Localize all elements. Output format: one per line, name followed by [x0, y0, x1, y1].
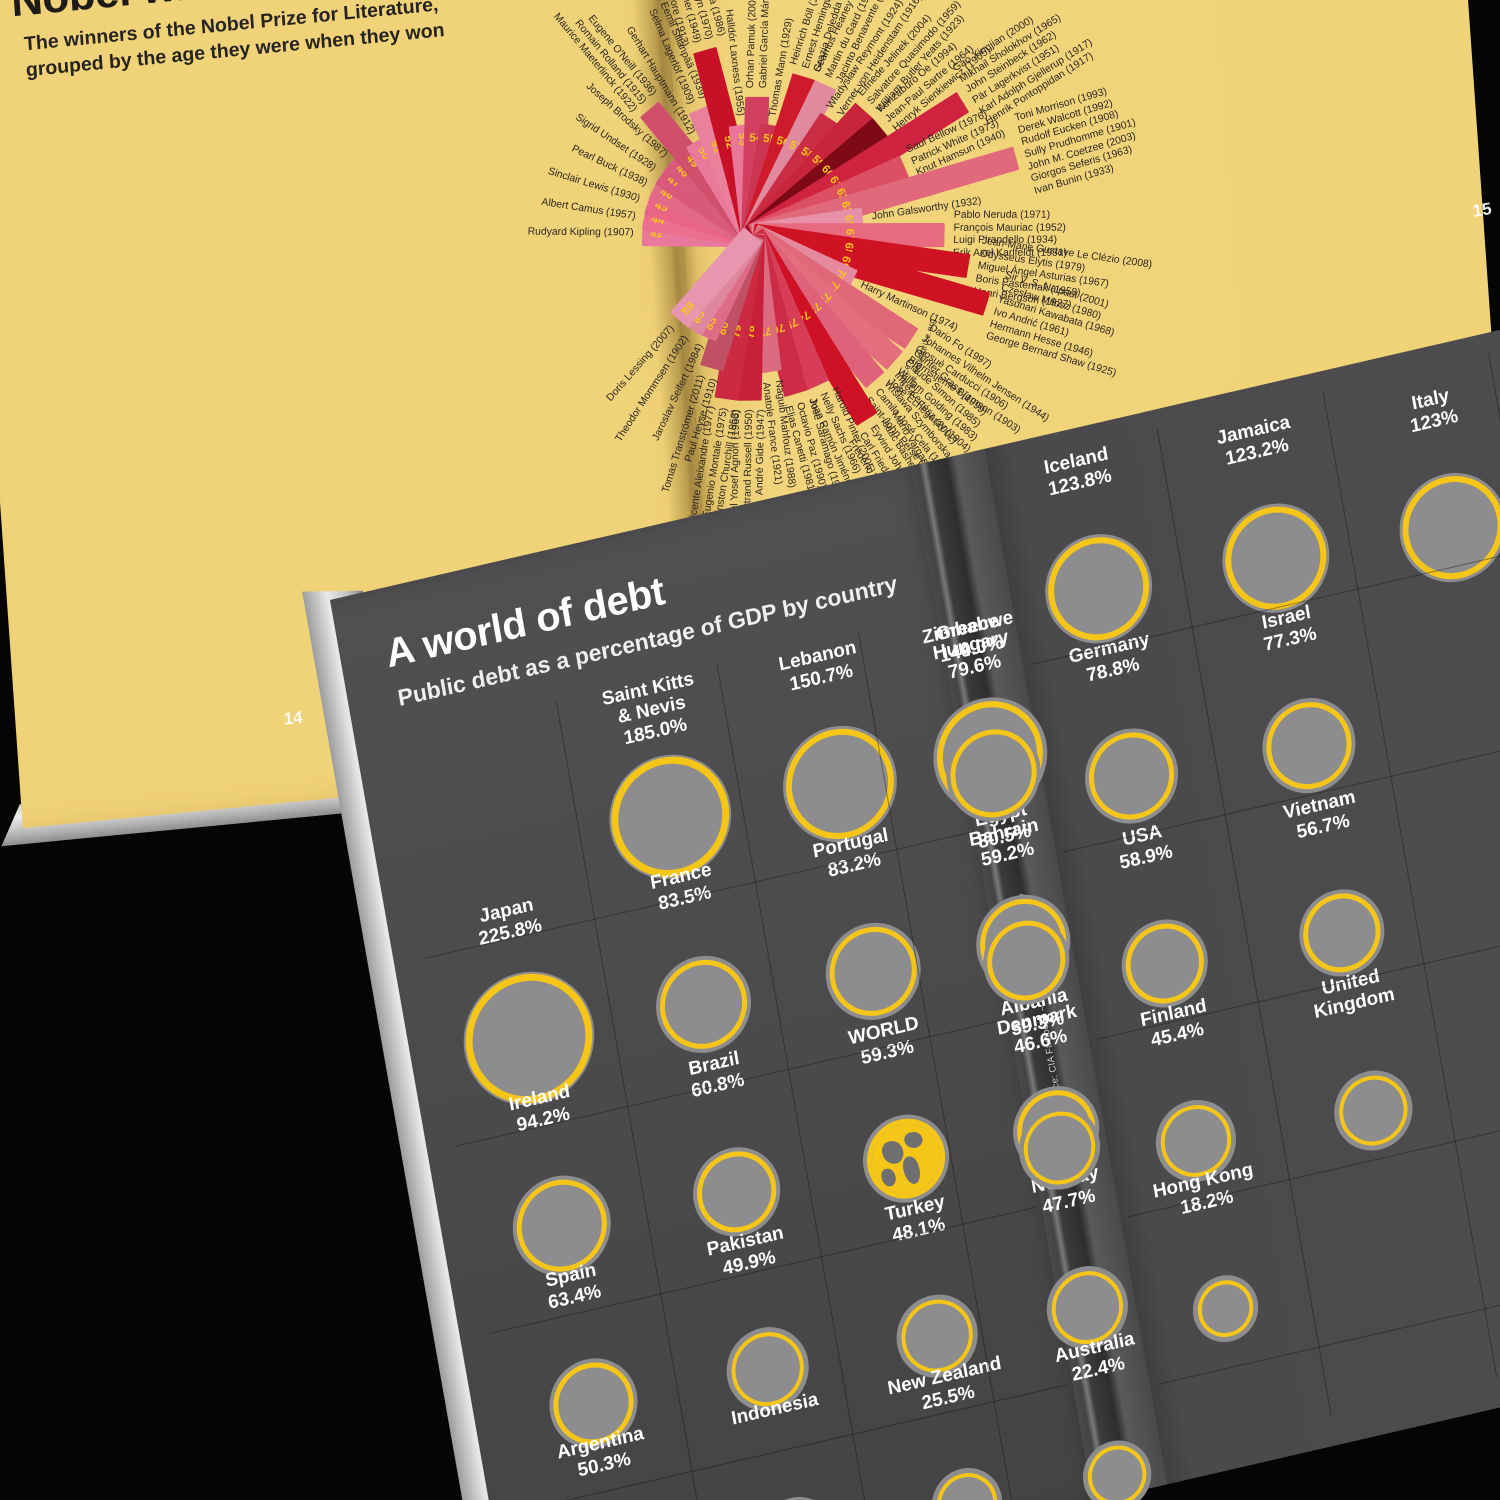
- debt-country-cell[interactable]: Jamaica 123.2%: [1169, 401, 1366, 617]
- debt-country-cell[interactable]: Iceland 123.8%: [992, 432, 1189, 648]
- debt-country-cell[interactable]: Israel 77.3%: [1202, 588, 1399, 804]
- debt-country-cell[interactable]: Saint Kitts & Nevis 185.0%: [563, 660, 760, 876]
- nobel-laureate-label: Rudyard Kipling (1907): [527, 227, 634, 240]
- debt-country-cell[interactable]: United Kingdom: [1266, 953, 1463, 1169]
- nobel-age-label: 88: [679, 300, 698, 319]
- debt-country-cell[interactable]: Japan 225.8%: [422, 881, 619, 1097]
- debt-country-cell[interactable]: Germany 78.8%: [1025, 619, 1222, 835]
- nobel-page-number-left: 14: [283, 707, 304, 729]
- nobel-laureate-label: Orhan Pamuk (2006) Gabriel García Márquez…: [744, 0, 773, 89]
- debt-country-cell[interactable]: Hong Kong 18.2%: [1118, 1152, 1315, 1368]
- nobel-page-number-right: 15: [1471, 198, 1493, 221]
